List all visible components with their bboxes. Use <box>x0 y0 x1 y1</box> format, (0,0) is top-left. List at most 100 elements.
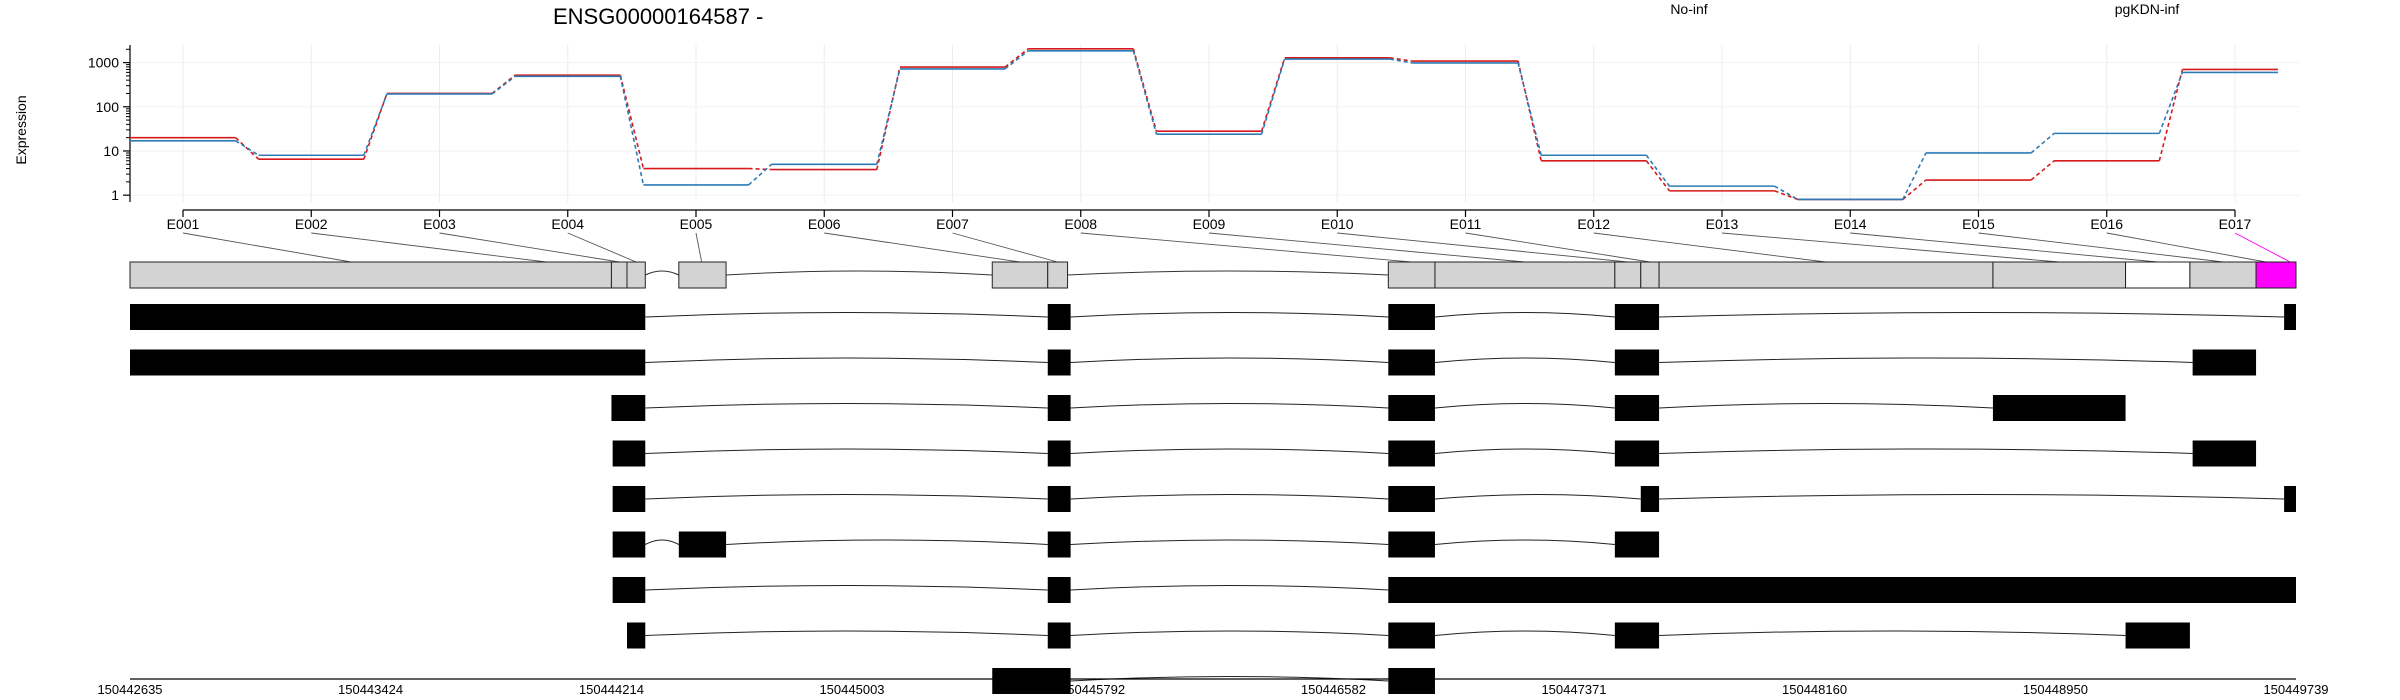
transcript-intron <box>1070 448 1389 454</box>
transcript-intron <box>1434 357 1615 363</box>
transcript-exon <box>130 349 646 376</box>
series-connector <box>1645 154 1671 187</box>
exon-bin <box>1640 261 1660 289</box>
transcripts <box>130 304 2296 694</box>
transcript-exon <box>1614 531 1660 558</box>
coordinate-tick-label: 150442635 <box>97 682 162 697</box>
series-connector <box>1260 58 1286 135</box>
coordinate-tick-label: 150448160 <box>1782 682 1847 697</box>
intron-line <box>645 270 680 276</box>
transcript-exon <box>611 395 646 421</box>
exon-label-e004: E004 <box>551 216 584 232</box>
transcript-exon <box>1388 486 1435 512</box>
exon-link-line <box>695 232 703 263</box>
exon-link-line <box>1337 232 1628 263</box>
transcript-intron <box>1434 403 1615 409</box>
y-tick-label: 1 <box>111 187 119 203</box>
exon-bin <box>610 261 628 289</box>
series-connector <box>2158 69 2184 161</box>
y-axis-label: Expression <box>13 95 29 164</box>
transcript-intron <box>1070 403 1389 409</box>
transcript-exon <box>130 304 646 330</box>
exon-label-e003: E003 <box>423 216 456 232</box>
exon-label-e012: E012 <box>1577 216 1610 232</box>
transcript-exon <box>1614 622 1660 649</box>
exon-link-lines <box>182 232 2291 263</box>
grid-lines <box>130 45 2300 202</box>
series-connector <box>1902 152 1927 200</box>
series-connector <box>1389 57 1414 62</box>
exon-link-line <box>1721 232 2060 263</box>
chart-title: ENSG00000164587 - <box>553 4 763 29</box>
axes: 1 10 100 1000 E001 E002 E003 E004 E005 E006 E007 E0… <box>88 45 2252 232</box>
transcript-4 <box>612 440 2257 467</box>
transcript-exon <box>1388 349 1435 376</box>
exon-label-e001: E001 <box>167 216 200 232</box>
y-tick-label: 100 <box>96 99 120 115</box>
gene-model <box>129 261 2297 289</box>
series-connector <box>1774 185 1799 201</box>
transcript-exon <box>2192 440 2257 467</box>
series-connector <box>1004 48 1029 68</box>
transcript-exon <box>1614 304 1660 330</box>
coordinate-tick-label: 150443424 <box>338 682 403 697</box>
transcript-intron <box>645 312 1048 318</box>
exon-link-line <box>1978 232 2224 263</box>
series-no-inf <box>130 48 2278 201</box>
transcript-intron <box>1070 357 1389 363</box>
exon-bin <box>678 261 727 289</box>
transcript-intron <box>1659 357 2193 363</box>
transcript-exon <box>1047 622 1071 649</box>
exon-link-line <box>439 232 620 263</box>
exon-bin <box>129 261 612 289</box>
exon-link-line <box>952 232 1058 263</box>
exon-link-line <box>1080 232 1412 263</box>
series-connector <box>876 68 901 165</box>
exon-link-line <box>1465 232 1650 263</box>
transcript-intron <box>1434 539 1615 545</box>
exon-bin <box>991 261 1049 289</box>
coordinate-tick-label: 150445792 <box>1060 682 1125 697</box>
exon-label-e005: E005 <box>680 216 713 232</box>
transcript-exon <box>1992 395 2126 421</box>
coordinate-axis: 150442635 150443424 150444214 150445003 1504… <box>97 678 2329 697</box>
series-connector <box>2030 132 2055 154</box>
coordinate-tick-label: 150446582 <box>1301 682 1366 697</box>
exon-label-e015: E015 <box>1962 216 1995 232</box>
transcript-exon <box>1047 304 1071 330</box>
exon-bin <box>2255 261 2297 289</box>
transcript-2 <box>130 349 2257 376</box>
series-connector <box>1902 179 1927 201</box>
exon-label-e002: E002 <box>295 216 328 232</box>
transcript-3 <box>611 395 2126 421</box>
transcript-intron <box>1659 494 2285 500</box>
exon-bin <box>1434 261 1616 289</box>
transcript-exon <box>678 531 727 558</box>
coordinate-tick-label: 150448950 <box>2023 682 2088 697</box>
transcript-intron <box>645 494 1048 500</box>
transcript-exon <box>1388 440 1435 467</box>
transcript-intron <box>645 539 680 545</box>
transcript-exon <box>2284 304 2296 330</box>
exon-label-e013: E013 <box>1706 216 1739 232</box>
exon-link-line <box>311 232 547 263</box>
transcript-exon <box>1614 349 1660 376</box>
transcript-exon <box>1388 395 1435 421</box>
exon-bin <box>2189 261 2257 289</box>
series-connector <box>876 66 901 170</box>
transcript-exon <box>1047 577 1071 603</box>
transcript-intron <box>1434 312 1615 318</box>
exon-bin <box>1658 261 1994 289</box>
legend-no-inf: No-inf <box>1670 1 1707 17</box>
transcript-intron <box>645 585 1048 591</box>
transcript-intron <box>645 448 1048 454</box>
transcript-intron <box>645 630 1048 636</box>
transcript-intron <box>1070 630 1389 636</box>
transcript-intron <box>1434 448 1615 454</box>
exon-bin <box>1614 261 1642 289</box>
transcript-exon <box>1614 440 1660 467</box>
transcript-exon <box>612 440 646 467</box>
exon-label-e011: E011 <box>1450 216 1482 232</box>
y-tick-label: 1000 <box>88 55 119 71</box>
